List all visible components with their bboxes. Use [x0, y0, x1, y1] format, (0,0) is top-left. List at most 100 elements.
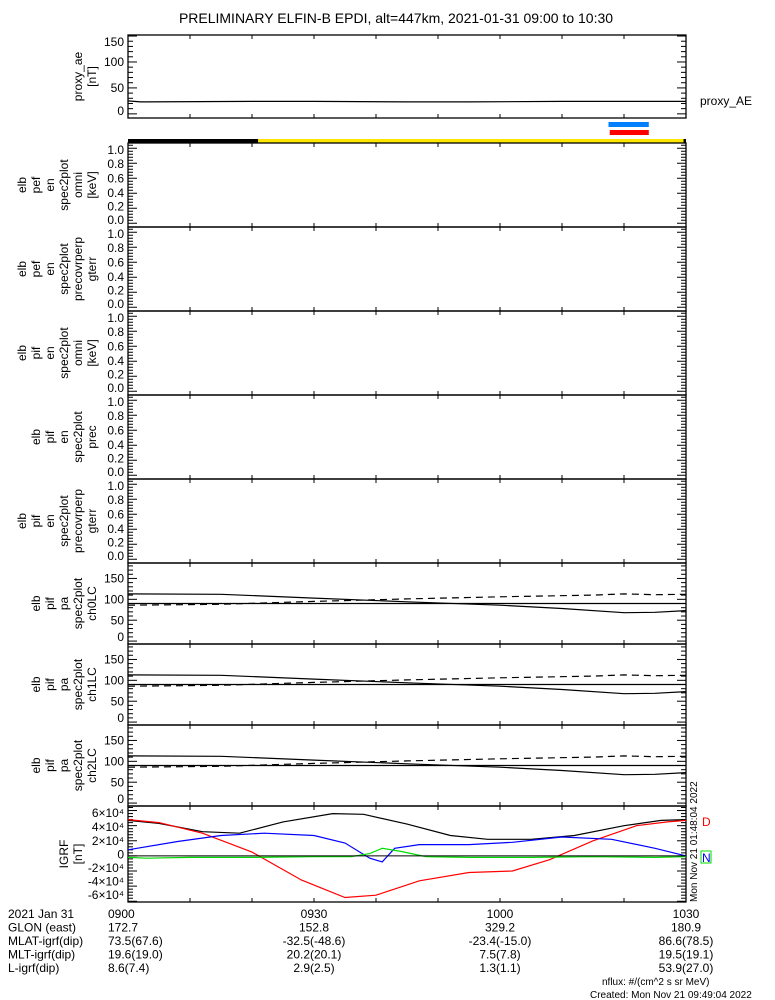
y-axis-label-line: pef — [29, 176, 43, 193]
footer-value: 7.5(7.8) — [479, 948, 520, 962]
footer-value: 180.9 — [671, 921, 701, 935]
y-tick-label: 0.8 — [107, 157, 124, 171]
footer-row-label: L-igrf(dip) — [8, 961, 59, 975]
y-axis-label-line: pa — [57, 597, 71, 611]
y-axis-label-line: en — [43, 262, 57, 275]
orbit-bar-segment — [128, 139, 259, 143]
footer-value: -32.5(-48.6) — [283, 934, 346, 948]
y-axis-label-line: elb — [29, 676, 43, 692]
y-axis-label-line: pif — [43, 759, 57, 772]
y-tick-label: -2×10⁴ — [88, 861, 124, 875]
y-axis-label-line: elb — [29, 595, 43, 611]
y-tick-label: 0 — [117, 630, 124, 644]
y-tick-label: 1.0 — [107, 227, 124, 241]
y-tick-label: 0.2 — [107, 452, 124, 466]
y-tick-label: 0.8 — [107, 325, 124, 339]
y-tick-label: 150 — [104, 734, 124, 748]
y-tick-label: 0.0 — [107, 381, 124, 395]
grf-n-label: N — [702, 851, 711, 865]
series-loss_cone — [127, 755, 687, 776]
grf-d-label: D — [702, 815, 711, 829]
y-axis-label-line: spec2plot — [57, 327, 71, 379]
y-axis-label-line: [nT] — [85, 66, 99, 87]
footer-value: 152.8 — [299, 921, 329, 935]
y-axis-label-line: elb — [15, 261, 29, 277]
series-anti_loss_cone — [127, 674, 687, 687]
flux-units: nflux: #/(cm^2 s sr MeV) — [602, 977, 710, 988]
series-loss_cone — [127, 593, 687, 614]
series-anti_loss_cone — [127, 593, 687, 606]
y-tick-label: 0.2 — [107, 200, 124, 214]
y-axis-label-line: pef — [29, 260, 43, 277]
y-tick-label: 0 — [117, 104, 124, 118]
y-axis-label-line: precovrperp — [71, 237, 85, 301]
y-tick-label: 0.4 — [107, 270, 124, 284]
created-timestamp: Created: Mon Nov 21 09:49:04 2022 — [590, 990, 752, 1000]
y-axis-label-line: elb — [15, 513, 29, 529]
y-tick-label: 0.6 — [107, 339, 124, 353]
y-tick-label: 0.4 — [107, 354, 124, 368]
y-axis-label-line: [keV] — [85, 171, 99, 198]
y-tick-label: -6×10⁴ — [88, 888, 124, 902]
y-axis-label-line: gterr — [85, 257, 99, 282]
y-tick-label: 50 — [111, 81, 125, 95]
orbit-bar-segment — [258, 139, 684, 143]
footer-value: 0930 — [301, 907, 328, 921]
y-tick-label: 0.8 — [107, 409, 124, 423]
panel-elb_pif_pa_spec2plot_ch2LC: 150 100 50 0 elb pif pa spec2plot ch2LC — [29, 724, 687, 807]
y-tick-label: 100 — [104, 55, 124, 69]
vertical-timestamp: Mon Nov 21 01:48:04 2022 — [689, 781, 700, 902]
y-tick-label: 150 — [104, 35, 124, 49]
y-axis-label-line: elb — [29, 429, 43, 445]
panel-frame — [127, 310, 687, 396]
panel-elb_pef_en_spec2plot_precovrperp_gterr: 1.00.80.60.40.20.0 elb pef en spec2plot preco… — [15, 226, 687, 312]
footer-value: -23.4(-15.0) — [469, 934, 532, 948]
y-tick-label: 0.8 — [107, 241, 124, 255]
plot-title: PRELIMINARY ELFIN-B EPDI, alt=447km, 202… — [179, 10, 613, 26]
footer-value: 19.6(19.0) — [108, 948, 163, 962]
y-tick-label: 0.0 — [107, 297, 124, 311]
y-tick-label: 1.0 — [107, 395, 124, 409]
y-axis-label-line: omni — [71, 340, 85, 366]
footer-value: 329.2 — [485, 921, 515, 935]
y-tick-label: 4×10⁴ — [92, 820, 124, 834]
panel-elb_pif_pa_spec2plot_ch0LC: 150 100 50 0 elb pif pa spec2plot ch0LC — [29, 562, 687, 645]
y-tick-label: 0.6 — [107, 171, 124, 185]
y-axis-label-line: pif — [29, 346, 43, 359]
y-axis-label-line: spec2plot — [57, 495, 71, 547]
y-tick-label: 150 — [104, 653, 124, 667]
y-tick-label: 50 — [111, 613, 125, 627]
panel-frame — [127, 34, 687, 119]
y-tick-label: 0.0 — [107, 465, 124, 479]
y-tick-label: 100 — [104, 755, 124, 769]
panel-elb_pif_en_spec2plot_precovrperp_gterr: 1.00.80.60.40.20.0 elb pif en spec2plot preco… — [15, 478, 687, 564]
y-axis-label-line: IGRF — [57, 840, 71, 869]
footer-value: 2.9(2.5) — [293, 961, 334, 975]
y-axis-label-line: prec — [85, 425, 99, 448]
y-axis-label-line: en — [57, 430, 71, 443]
y-axis-label-line: proxy_ae — [71, 51, 85, 101]
series-N — [127, 847, 687, 859]
y-axis-label-line: spec2plot — [71, 658, 85, 710]
footer-row-label: MLAT-igrf(dip) — [8, 934, 83, 948]
orbit-bar-segment — [683, 139, 686, 143]
proxy-ae-legend: proxy_AE — [700, 94, 752, 108]
y-axis-label-line: omni — [71, 172, 85, 198]
y-tick-label: 0 — [117, 847, 124, 861]
panel-elb_pef_en_spec2plot_omni: 1.00.80.60.40.20.0 elb pef en spec2plot omni[… — [15, 142, 687, 228]
y-tick-label: 0.8 — [107, 493, 124, 507]
y-tick-label: 100 — [104, 593, 124, 607]
panel-frame — [127, 478, 687, 564]
panel-elb_pif_pa_spec2plot_ch1LC: 150 100 50 0 elb pif pa spec2plot ch1LC — [29, 643, 687, 726]
footer-row-label: GLON (east) — [8, 921, 76, 935]
footer-value: 1.3(1.1) — [479, 961, 520, 975]
series-blue_component — [127, 832, 687, 863]
y-tick-label: 0.0 — [107, 549, 124, 563]
y-axis-label-line: spec2plot — [57, 159, 71, 211]
y-tick-label: 100 — [104, 674, 124, 688]
y-axis-label-line: pif — [43, 678, 57, 691]
series-anti_loss_cone — [127, 755, 687, 768]
y-axis-label-line: ch1LC — [85, 667, 99, 702]
y-axis-label-line: pa — [57, 759, 71, 773]
